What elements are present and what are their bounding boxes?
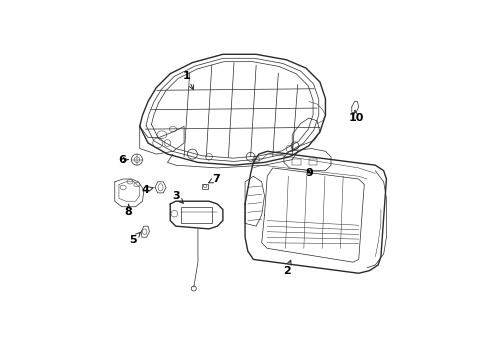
- Bar: [308, 159, 317, 165]
- Bar: [181, 207, 211, 223]
- Text: 6: 6: [118, 155, 128, 165]
- Text: 1: 1: [183, 72, 193, 90]
- Bar: [292, 159, 300, 165]
- Text: 8: 8: [124, 204, 132, 217]
- Bar: [202, 184, 208, 189]
- Text: 7: 7: [208, 174, 220, 184]
- Text: 9: 9: [304, 168, 312, 179]
- Text: 2: 2: [282, 260, 290, 275]
- Text: 4: 4: [141, 185, 153, 195]
- Text: 10: 10: [347, 110, 363, 123]
- Text: 3: 3: [172, 191, 183, 203]
- Text: 5: 5: [129, 233, 140, 245]
